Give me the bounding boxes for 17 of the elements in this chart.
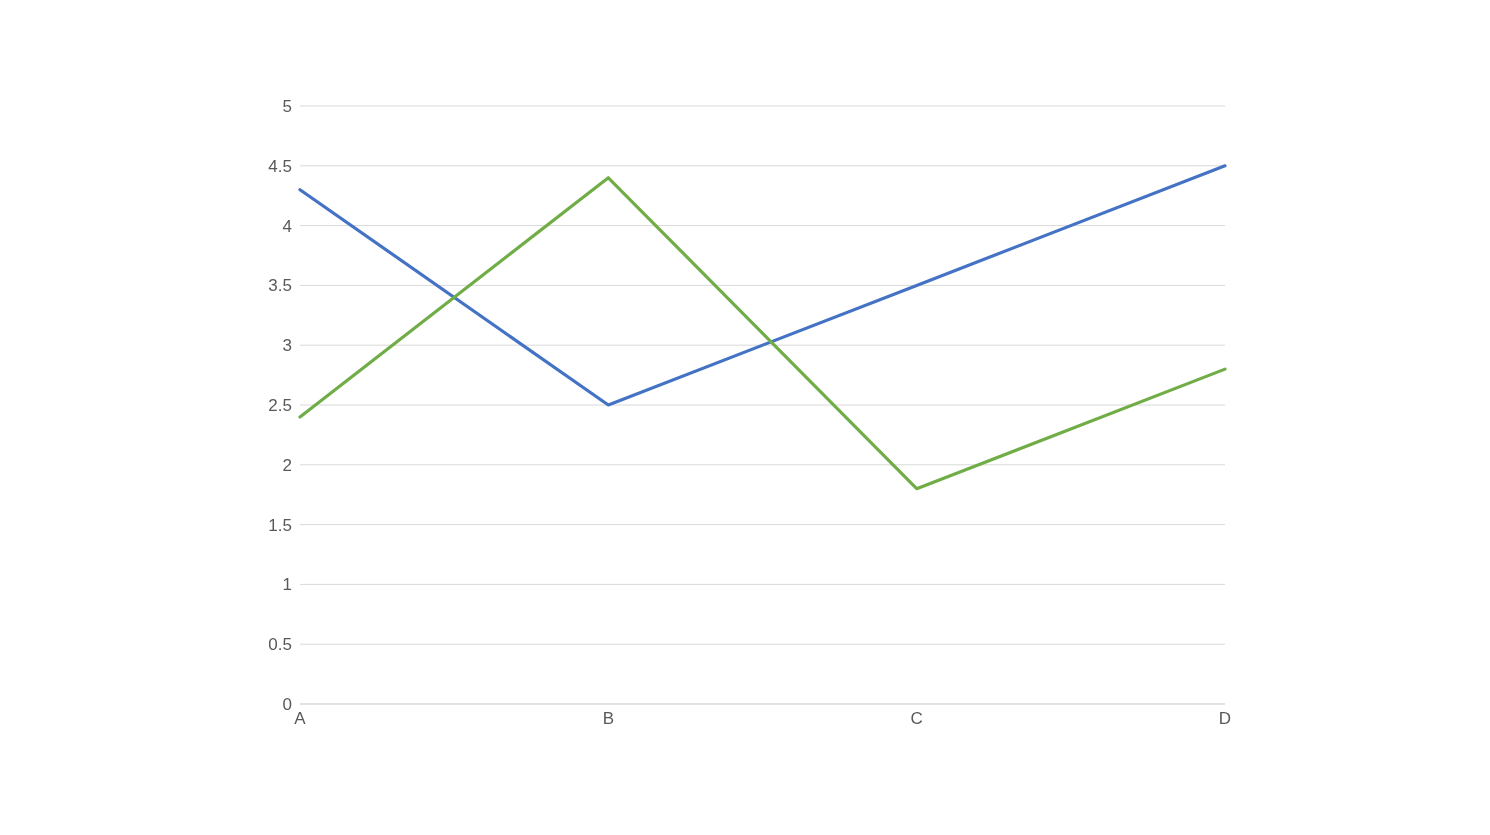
y-tick-label: 3.5 [268, 276, 292, 296]
y-tick-label: 3 [282, 336, 292, 356]
x-tick-label: D [1218, 709, 1232, 729]
y-tick-label: 2 [282, 455, 292, 475]
x-tick-label: A [294, 709, 307, 729]
x-tick-label: B [602, 709, 615, 729]
y-tick-label: 5 [282, 97, 292, 117]
line-series [298, 176, 1227, 491]
y-tick-label: 0 [282, 695, 292, 715]
line-series [298, 164, 1227, 407]
y-tick-label: 2.5 [268, 396, 292, 416]
y-tick-label: 4 [282, 216, 292, 236]
y-tick-label: 1 [282, 575, 292, 595]
y-tick-label: 0.5 [268, 635, 292, 655]
y-tick-label: 1.5 [268, 515, 292, 535]
x-tick-label: C [910, 709, 923, 729]
y-tick-label: 4.5 [268, 156, 292, 176]
